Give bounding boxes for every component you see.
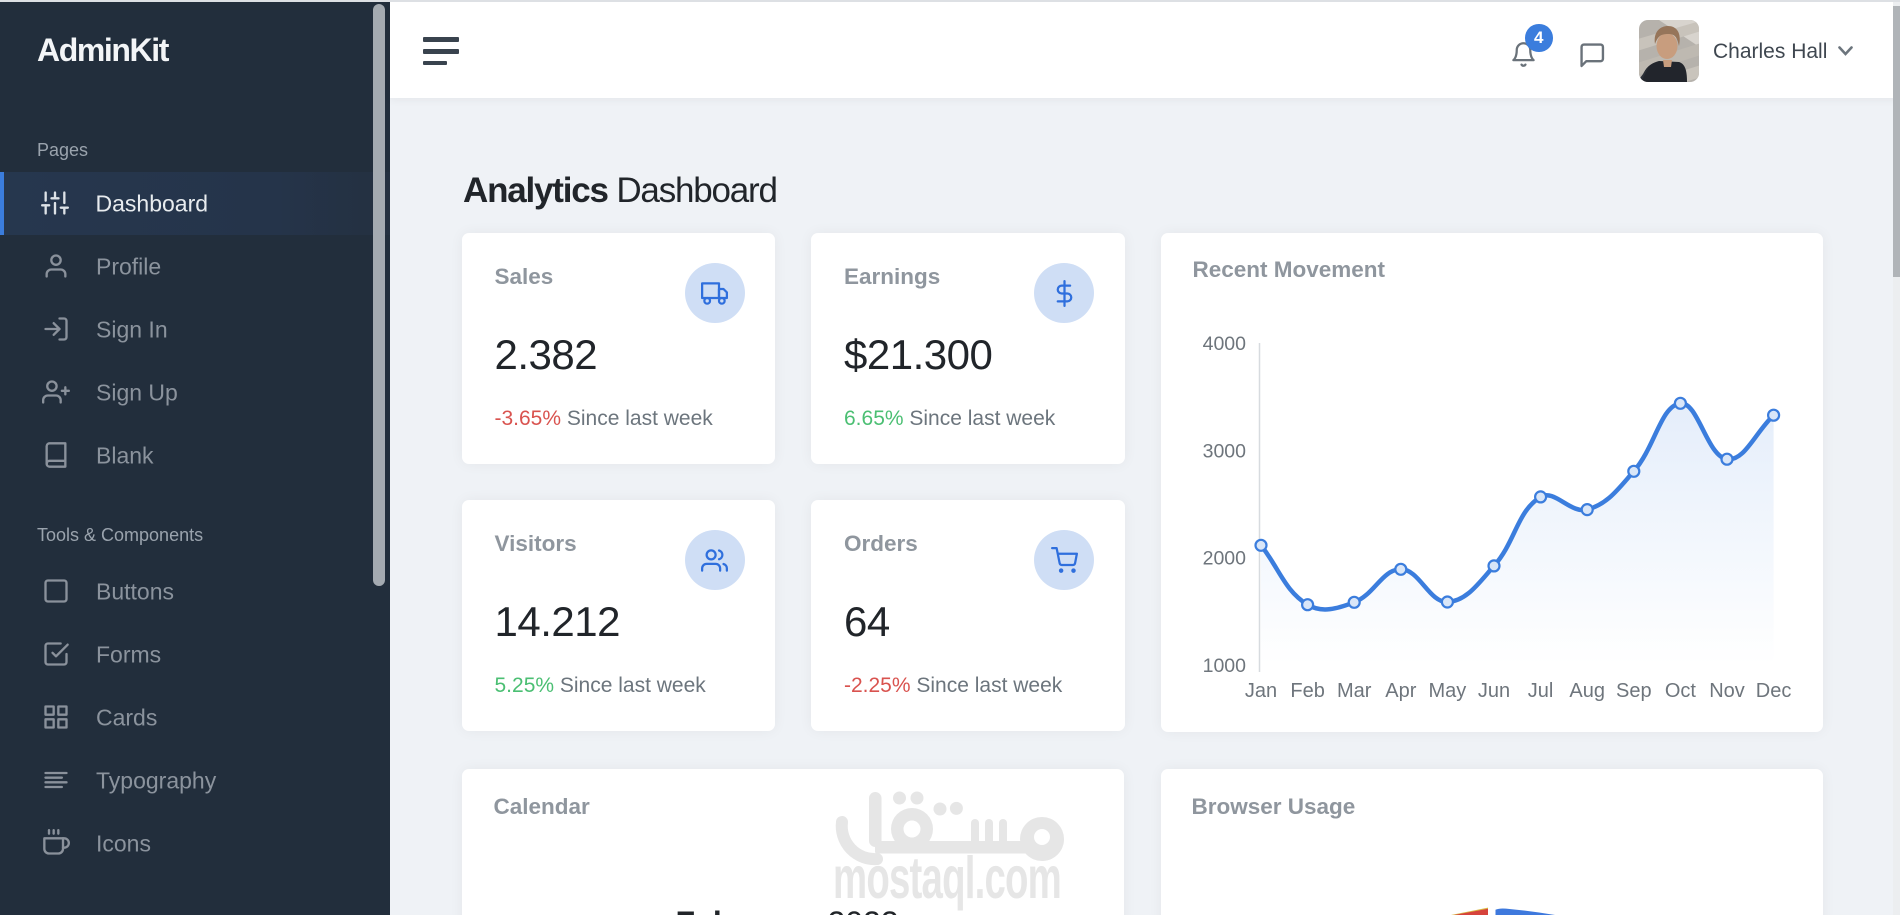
svg-text:2000: 2000	[1203, 548, 1247, 570]
svg-text:Aug: Aug	[1569, 680, 1605, 702]
svg-text:3000: 3000	[1203, 440, 1247, 462]
svg-text:Dec: Dec	[1756, 680, 1792, 702]
svg-text:4000: 4000	[1203, 333, 1247, 355]
svg-text:May: May	[1429, 680, 1467, 702]
svg-text:Jun: Jun	[1478, 680, 1510, 702]
svg-text:Jan: Jan	[1245, 680, 1277, 702]
svg-text:Nov: Nov	[1709, 680, 1745, 702]
svg-text:Mar: Mar	[1337, 680, 1372, 702]
svg-text:Apr: Apr	[1385, 680, 1416, 702]
svg-text:mostaql.com: mostaql.com	[833, 845, 1061, 912]
svg-text:1000: 1000	[1203, 655, 1247, 677]
svg-text:Sep: Sep	[1616, 680, 1652, 702]
svg-text:Jul: Jul	[1528, 680, 1554, 702]
svg-text:Feb: Feb	[1290, 680, 1324, 702]
svg-text:Oct: Oct	[1665, 680, 1697, 702]
